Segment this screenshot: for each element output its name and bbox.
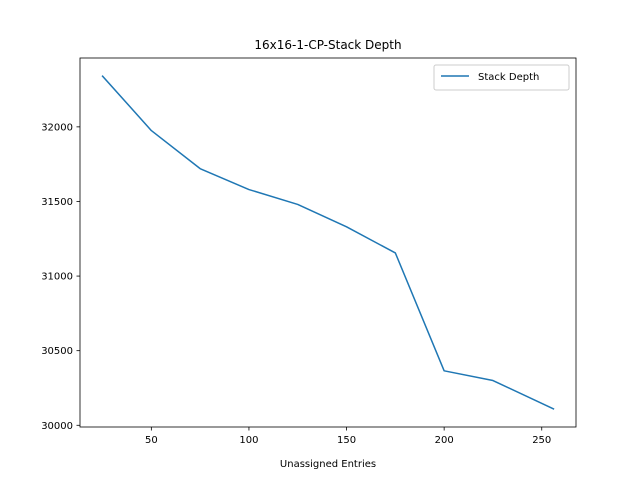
axes-frame [79,57,577,428]
y-axis: 30000 30500 31000 31500 32000 [41,122,80,432]
series-line-0 [101,75,555,410]
legend-box [433,64,570,91]
x-tick-label: 200 [435,435,454,446]
legend-label-stack-depth: Stack Depth [478,72,539,83]
plot-area [101,75,555,410]
y-tick-label: 31000 [41,272,73,283]
y-tick-label: 30500 [41,346,73,357]
x-tick-label: 150 [337,435,356,446]
x-tick-label: 250 [532,435,551,446]
x-tick-label: 100 [239,435,258,446]
y-tick-label: 31500 [41,197,73,208]
y-tick-label: 32000 [41,122,73,133]
legend: Stack Depth [433,64,570,91]
x-axis: 50 100 150 200 250 [145,427,551,446]
x-tick-label: 50 [145,435,158,446]
x-axis-label: Unassigned Entries [280,459,376,470]
chart-title: 16x16-1-CP-Stack Depth [254,38,401,52]
y-tick-label: 30000 [41,421,73,432]
